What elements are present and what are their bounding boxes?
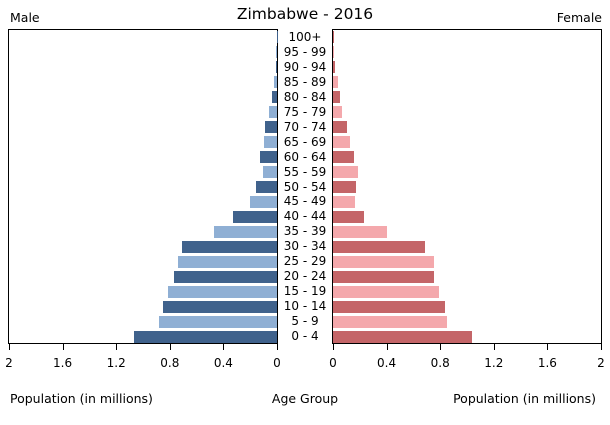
left-axis-tick: [223, 344, 225, 350]
left-axis-tick: [277, 344, 278, 350]
age-group-label: 55 - 59: [283, 164, 327, 179]
male-bar-20-24: [173, 270, 277, 283]
female-bar-25-29: [333, 255, 434, 268]
female-side-label: Female: [556, 10, 602, 25]
male-bar-45-49: [250, 195, 277, 208]
male-bar-65-69: [263, 136, 277, 149]
age-group-label: 50 - 54: [283, 179, 327, 194]
left-x-axis-label: Population (in millions): [10, 391, 153, 406]
age-group-label: 20 - 24: [283, 269, 327, 284]
right-axis-tick-label: 1.2: [484, 356, 504, 370]
right-axis-tick: [493, 344, 495, 350]
female-bar-65-69: [333, 136, 351, 149]
female-bar-85-89: [333, 76, 338, 89]
left-axis-tick: [116, 344, 118, 350]
right-x-axis-label: Population (in millions): [453, 391, 596, 406]
age-group-label: 85 - 89: [283, 74, 327, 89]
female-bar-60-64: [333, 151, 355, 164]
male-bar-55-59: [262, 166, 277, 179]
age-group-label: 35 - 39: [283, 224, 327, 239]
age-group-label: 5 - 9: [291, 314, 319, 329]
left-axis-tick-label: 0.4: [213, 356, 233, 370]
age-group-label: 75 - 79: [283, 104, 327, 119]
right-axis-tick-label: 1.6: [537, 356, 557, 370]
right-axis-tick-label: 0.8: [430, 356, 450, 370]
age-group-label: 90 - 94: [283, 59, 327, 74]
female-bar-45-49: [333, 195, 356, 208]
female-bar-90-94: [333, 61, 335, 74]
male-bar-25-29: [177, 255, 277, 268]
age-group-label: 80 - 84: [283, 89, 327, 104]
male-bar-95-99: [276, 46, 277, 59]
age-group-label: 45 - 49: [283, 194, 327, 209]
age-group-label: 40 - 44: [283, 209, 327, 224]
female-bar-80-84: [333, 91, 340, 104]
male-bar-90-94: [275, 61, 277, 74]
male-bar-10-14: [163, 300, 277, 313]
age-group-label: 25 - 29: [283, 254, 327, 269]
female-bar-20-24: [333, 270, 434, 283]
male-bar-60-64: [259, 151, 277, 164]
age-group-label: 60 - 64: [283, 149, 327, 164]
female-bar-35-39: [333, 225, 387, 238]
female-bar-30-34: [333, 240, 426, 253]
male-side-label: Male: [10, 10, 40, 25]
age-group-label: 30 - 34: [283, 239, 327, 254]
left-axis-tick-label: 2: [5, 356, 13, 370]
age-group-label: 15 - 19: [283, 284, 327, 299]
female-bar-55-59: [333, 166, 359, 179]
right-axis-tick: [386, 344, 388, 350]
male-bar-75-79: [268, 106, 277, 119]
male-bar-30-34: [181, 240, 277, 253]
age-group-label: 65 - 69: [283, 134, 327, 149]
left-axis-tick: [62, 344, 64, 350]
female-bar-75-79: [333, 106, 342, 119]
male-bar-5-9: [159, 315, 277, 328]
left-axis-tick-label: 0.8: [160, 356, 180, 370]
left-axis-tick: [9, 344, 10, 350]
age-group-label: 70 - 74: [283, 119, 327, 134]
right-axis-tick: [440, 344, 442, 350]
chart-title: Zimbabwe - 2016: [236, 5, 374, 23]
female-bar-95-99: [333, 46, 335, 59]
left-axis-tick: [169, 344, 171, 350]
right-axis-tick-label: 0.4: [377, 356, 397, 370]
male-bar-80-84: [271, 91, 277, 104]
male-bar-35-39: [214, 225, 277, 238]
age-group-label: 95 - 99: [283, 44, 327, 59]
female-bar-50-54: [333, 181, 356, 193]
male-bar-0-4: [133, 330, 277, 343]
age-group-label: 10 - 14: [283, 299, 327, 314]
female-bar-40-44: [333, 210, 364, 223]
right-axis-tick-label: 0: [329, 356, 337, 370]
female-bar-70-74: [333, 121, 348, 134]
left-axis-tick-label: 1.6: [53, 356, 73, 370]
female-bar-15-19: [333, 285, 439, 298]
right-axis-tick: [601, 344, 602, 350]
right-axis-tick-label: 2: [597, 356, 605, 370]
female-bar-0-4: [333, 330, 472, 343]
male-bar-70-74: [264, 121, 277, 134]
left-axis-tick-label: 1.2: [106, 356, 126, 370]
male-bar-50-54: [255, 181, 277, 193]
age-group-label: 0 - 4: [291, 329, 319, 344]
male-bar-40-44: [232, 210, 277, 223]
male-bar-85-89: [273, 76, 277, 89]
right-axis-tick: [333, 344, 334, 350]
center-x-axis-label: Age Group: [271, 391, 339, 406]
left-axis-tick-label: 0: [273, 356, 281, 370]
female-bar-10-14: [333, 300, 445, 313]
female-bar-5-9: [333, 315, 447, 328]
age-group-label: 100+: [288, 30, 322, 44]
right-axis-tick: [547, 344, 549, 350]
male-bar-15-19: [168, 285, 277, 298]
